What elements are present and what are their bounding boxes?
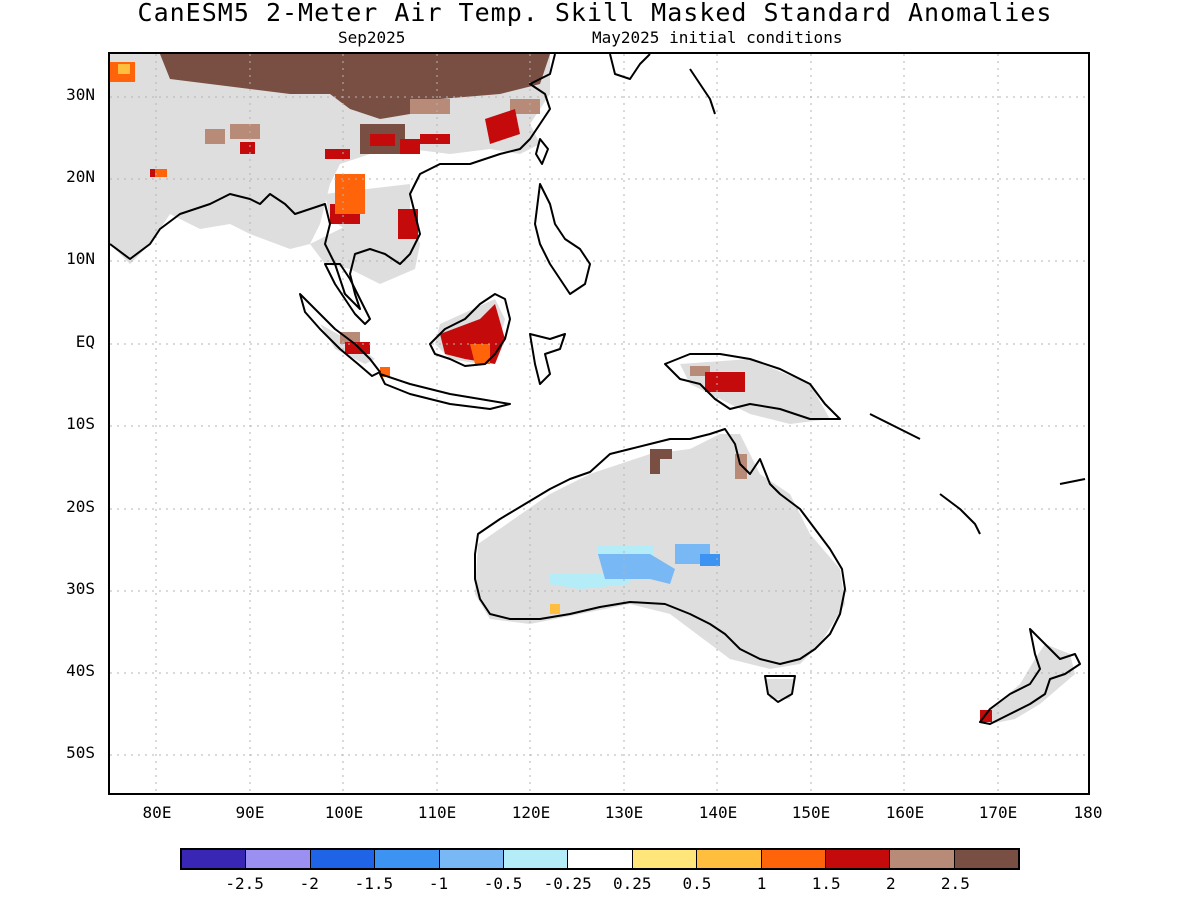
- lat-label-20n: 20N: [66, 167, 95, 186]
- forecast-month: Sep2025: [338, 28, 406, 47]
- lat-label-40s: 40S: [66, 661, 95, 680]
- masked-land-layer: [110, 54, 1075, 724]
- graticule-layer: [110, 54, 1088, 793]
- lon-label-120e: 120E: [511, 803, 551, 822]
- map-panel: [108, 52, 1090, 795]
- map-title: CanESM5 2-Meter Air Temp. Skill Masked S…: [137, 0, 1053, 27]
- lon-label-150e: 150E: [791, 803, 831, 822]
- legend-label: 1: [756, 874, 767, 893]
- legend-label: -2: [299, 874, 319, 893]
- legend-label: -1: [428, 874, 449, 893]
- legend-label: -0.25: [543, 874, 592, 893]
- anomaly-map: [110, 54, 1088, 793]
- lon-label-160e: 160E: [885, 803, 925, 822]
- lon-label-140e: 140E: [698, 803, 738, 822]
- coastline-layer: [110, 54, 1086, 725]
- legend-swatch: [246, 850, 311, 868]
- legend-swatch: [825, 850, 891, 868]
- legend-label: -2.5: [225, 874, 264, 893]
- legend-swatch: [568, 850, 633, 868]
- legend-label: 2.5: [940, 874, 970, 893]
- legend-swatch: [439, 850, 504, 868]
- legend-label: 1.5: [811, 874, 841, 893]
- legend-label: -1.5: [354, 874, 394, 893]
- legend-label: 2: [885, 874, 896, 893]
- lat-label-10s: 10S: [66, 414, 95, 433]
- legend-label: 0.25: [613, 874, 652, 893]
- legend-swatch: [697, 850, 762, 868]
- lon-label-80e: 80E: [142, 803, 172, 822]
- legend-label: 0.5: [682, 874, 712, 893]
- lon-label-130e: 130E: [604, 803, 644, 822]
- lat-label-50s: 50S: [66, 743, 95, 762]
- legend-swatch: [182, 850, 247, 868]
- legend-swatch: [503, 850, 569, 868]
- initial-conditions: May2025 initial conditions: [592, 28, 843, 47]
- lon-label-90e: 90E: [235, 803, 265, 822]
- lat-label-10n: 10N: [66, 249, 95, 268]
- lon-label-110e: 110E: [417, 803, 457, 822]
- lat-label-30n: 30N: [66, 85, 95, 104]
- legend-label: -0.5: [483, 874, 523, 893]
- legend-swatch: [890, 850, 955, 868]
- lat-label-20s: 20S: [66, 497, 95, 516]
- legend-swatch: [632, 850, 698, 868]
- lon-label-180: 180: [1073, 803, 1103, 822]
- legend-swatch: [310, 850, 376, 868]
- lon-label-100e: 100E: [324, 803, 364, 822]
- lat-label-30s: 30S: [66, 579, 95, 598]
- lon-label-170e: 170E: [978, 803, 1018, 822]
- lat-label-eq: EQ: [75, 332, 95, 351]
- legend-swatch: [375, 850, 440, 868]
- color-legend: [180, 848, 1020, 870]
- legend-swatch: [761, 850, 826, 868]
- legend-swatch: [954, 850, 1019, 868]
- anomaly-shading-layer: [110, 54, 992, 722]
